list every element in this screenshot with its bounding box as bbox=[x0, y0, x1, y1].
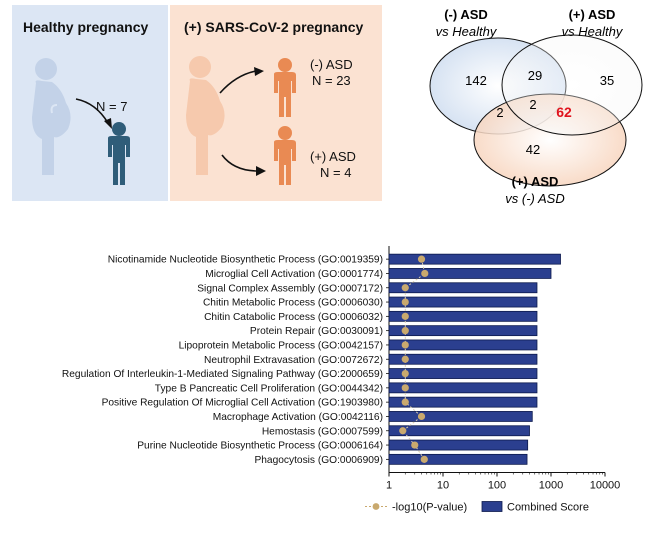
venn-set-c-subtitle: vs (-) ASD bbox=[505, 191, 564, 206]
healthy-n-label: N = 7 bbox=[96, 99, 128, 114]
pvalue-point bbox=[411, 441, 419, 449]
bar bbox=[388, 339, 538, 351]
pvalue-point bbox=[399, 427, 407, 435]
bar bbox=[388, 368, 538, 379]
pvalue-point bbox=[401, 398, 409, 406]
x-tick-label: 1000 bbox=[539, 480, 563, 492]
pos-asd-label: (+) ASD bbox=[310, 149, 356, 164]
venn-set-c-title: (+) ASD bbox=[512, 174, 559, 189]
venn-count-bc: 62 bbox=[556, 104, 572, 120]
category-label: Regulation Of Interleukin-1-Mediated Sig… bbox=[62, 369, 383, 380]
category-label: Chitin Catabolic Process (GO:0006032) bbox=[204, 312, 383, 323]
bar bbox=[388, 382, 538, 394]
bar bbox=[388, 325, 538, 337]
child-icon bbox=[274, 58, 296, 117]
x-tick-label: 10 bbox=[437, 480, 449, 492]
child-icon bbox=[274, 126, 296, 185]
pregnant-mother-icon bbox=[186, 56, 225, 175]
category-label: Chitin Metabolic Process (GO:0006030) bbox=[203, 298, 383, 309]
healthy-illustration bbox=[32, 58, 130, 185]
bar bbox=[388, 268, 552, 279]
pvalue-point bbox=[401, 384, 409, 392]
pvalue-point bbox=[401, 327, 409, 335]
category-label: Hemostasis (GO:0007599) bbox=[262, 426, 383, 437]
venn-count-b-only: 35 bbox=[600, 73, 614, 88]
bar bbox=[388, 425, 530, 437]
covid-illustration bbox=[186, 56, 296, 185]
bar bbox=[388, 439, 529, 451]
pvalue-point bbox=[420, 455, 428, 463]
study-design-panel: Healthy pregnancy N = 7 bbox=[0, 0, 651, 215]
child-icon bbox=[108, 122, 130, 185]
pvalue-point bbox=[401, 312, 409, 320]
neg-asd-n-label: N = 23 bbox=[312, 73, 351, 88]
venn-set-b-title: (+) ASD bbox=[569, 7, 616, 22]
category-label: Signal Complex Assembly (GO:0007172) bbox=[197, 283, 383, 294]
pvalue-point bbox=[401, 341, 409, 349]
legend-score-label: Combined Score bbox=[507, 502, 589, 514]
bar bbox=[388, 253, 561, 265]
arrow-icon bbox=[75, 98, 109, 124]
pvalue-point bbox=[417, 412, 426, 421]
legend-score-swatch bbox=[481, 501, 503, 512]
category-label: Positive Regulation Of Microglial Cell A… bbox=[102, 398, 383, 409]
neg-asd-label: (-) ASD bbox=[310, 57, 353, 72]
venn-set-b-subtitle: vs Healthy bbox=[562, 24, 624, 39]
venn-set-a-subtitle: vs Healthy bbox=[436, 24, 498, 39]
healthy-pregnancy-title: Healthy pregnancy bbox=[23, 19, 149, 35]
pvalue-point bbox=[401, 355, 409, 363]
bar bbox=[388, 296, 538, 308]
category-label: Lipoprotein Metabolic Process (GO:004215… bbox=[179, 340, 383, 351]
venn-count-ab: 29 bbox=[528, 68, 542, 83]
pvalue-point bbox=[417, 255, 426, 263]
venn-set-a-title: (-) ASD bbox=[444, 7, 488, 22]
category-label: Macrophage Activation (GO:0042116) bbox=[213, 412, 383, 423]
x-tick-label: 1 bbox=[386, 480, 392, 492]
pos-asd-n-label: N = 4 bbox=[320, 165, 352, 180]
legend-pvalue-marker bbox=[372, 503, 380, 510]
go-enrichment-chart: Nicotinamide Nucleotide Biosynthetic Pro… bbox=[62, 246, 621, 514]
category-label: Nicotinamide Nucleotide Biosynthetic Pro… bbox=[108, 255, 383, 266]
bar bbox=[388, 396, 538, 408]
bar bbox=[388, 310, 538, 322]
x-tick-label: 10000 bbox=[590, 480, 621, 492]
category-label: Neutrophil Extravasation (GO:0072672) bbox=[204, 355, 383, 366]
covid-pregnancy-title: (+) SARS-CoV-2 pregnancy bbox=[184, 19, 364, 35]
arrow-icon bbox=[221, 154, 259, 172]
x-tick-label: 100 bbox=[488, 480, 506, 492]
bar bbox=[388, 411, 533, 422]
venn-count-c-only: 42 bbox=[526, 142, 540, 157]
venn-count-ac: 2 bbox=[496, 105, 503, 120]
healthy-pregnancy-panel: Healthy pregnancy N = 7 bbox=[12, 5, 168, 201]
legend-pvalue-label: -log10(P-value) bbox=[392, 502, 467, 514]
category-label: Purine Nucleotide Biosynthetic Process (… bbox=[137, 441, 383, 452]
pregnant-mother-icon bbox=[32, 58, 71, 175]
bar bbox=[388, 453, 528, 465]
pvalue-point bbox=[401, 369, 409, 378]
venn-count-abc: 2 bbox=[529, 97, 536, 112]
bar bbox=[388, 282, 538, 294]
category-label: Microglial Cell Activation (GO:0001774) bbox=[205, 269, 383, 280]
category-label: Protein Repair (GO:0030091) bbox=[250, 326, 383, 337]
venn-diagram: (-) ASD vs Healthy (+) ASD vs Healthy (+… bbox=[429, 7, 643, 206]
pvalue-point bbox=[401, 298, 409, 306]
pvalue-point bbox=[401, 284, 409, 292]
bar bbox=[388, 353, 538, 365]
pvalue-point bbox=[421, 269, 429, 278]
covid-pregnancy-panel: (+) SARS-CoV-2 pregnancy (-) ASD N = 23 … bbox=[170, 5, 382, 201]
arrow-icon bbox=[219, 70, 257, 94]
venn-circle-b bbox=[501, 34, 643, 136]
category-label: Phagocytosis (GO:0006909) bbox=[254, 455, 383, 466]
category-label: Type B Pancreatic Cell Proliferation (GO… bbox=[155, 383, 383, 394]
venn-count-a-only: 142 bbox=[465, 73, 487, 88]
